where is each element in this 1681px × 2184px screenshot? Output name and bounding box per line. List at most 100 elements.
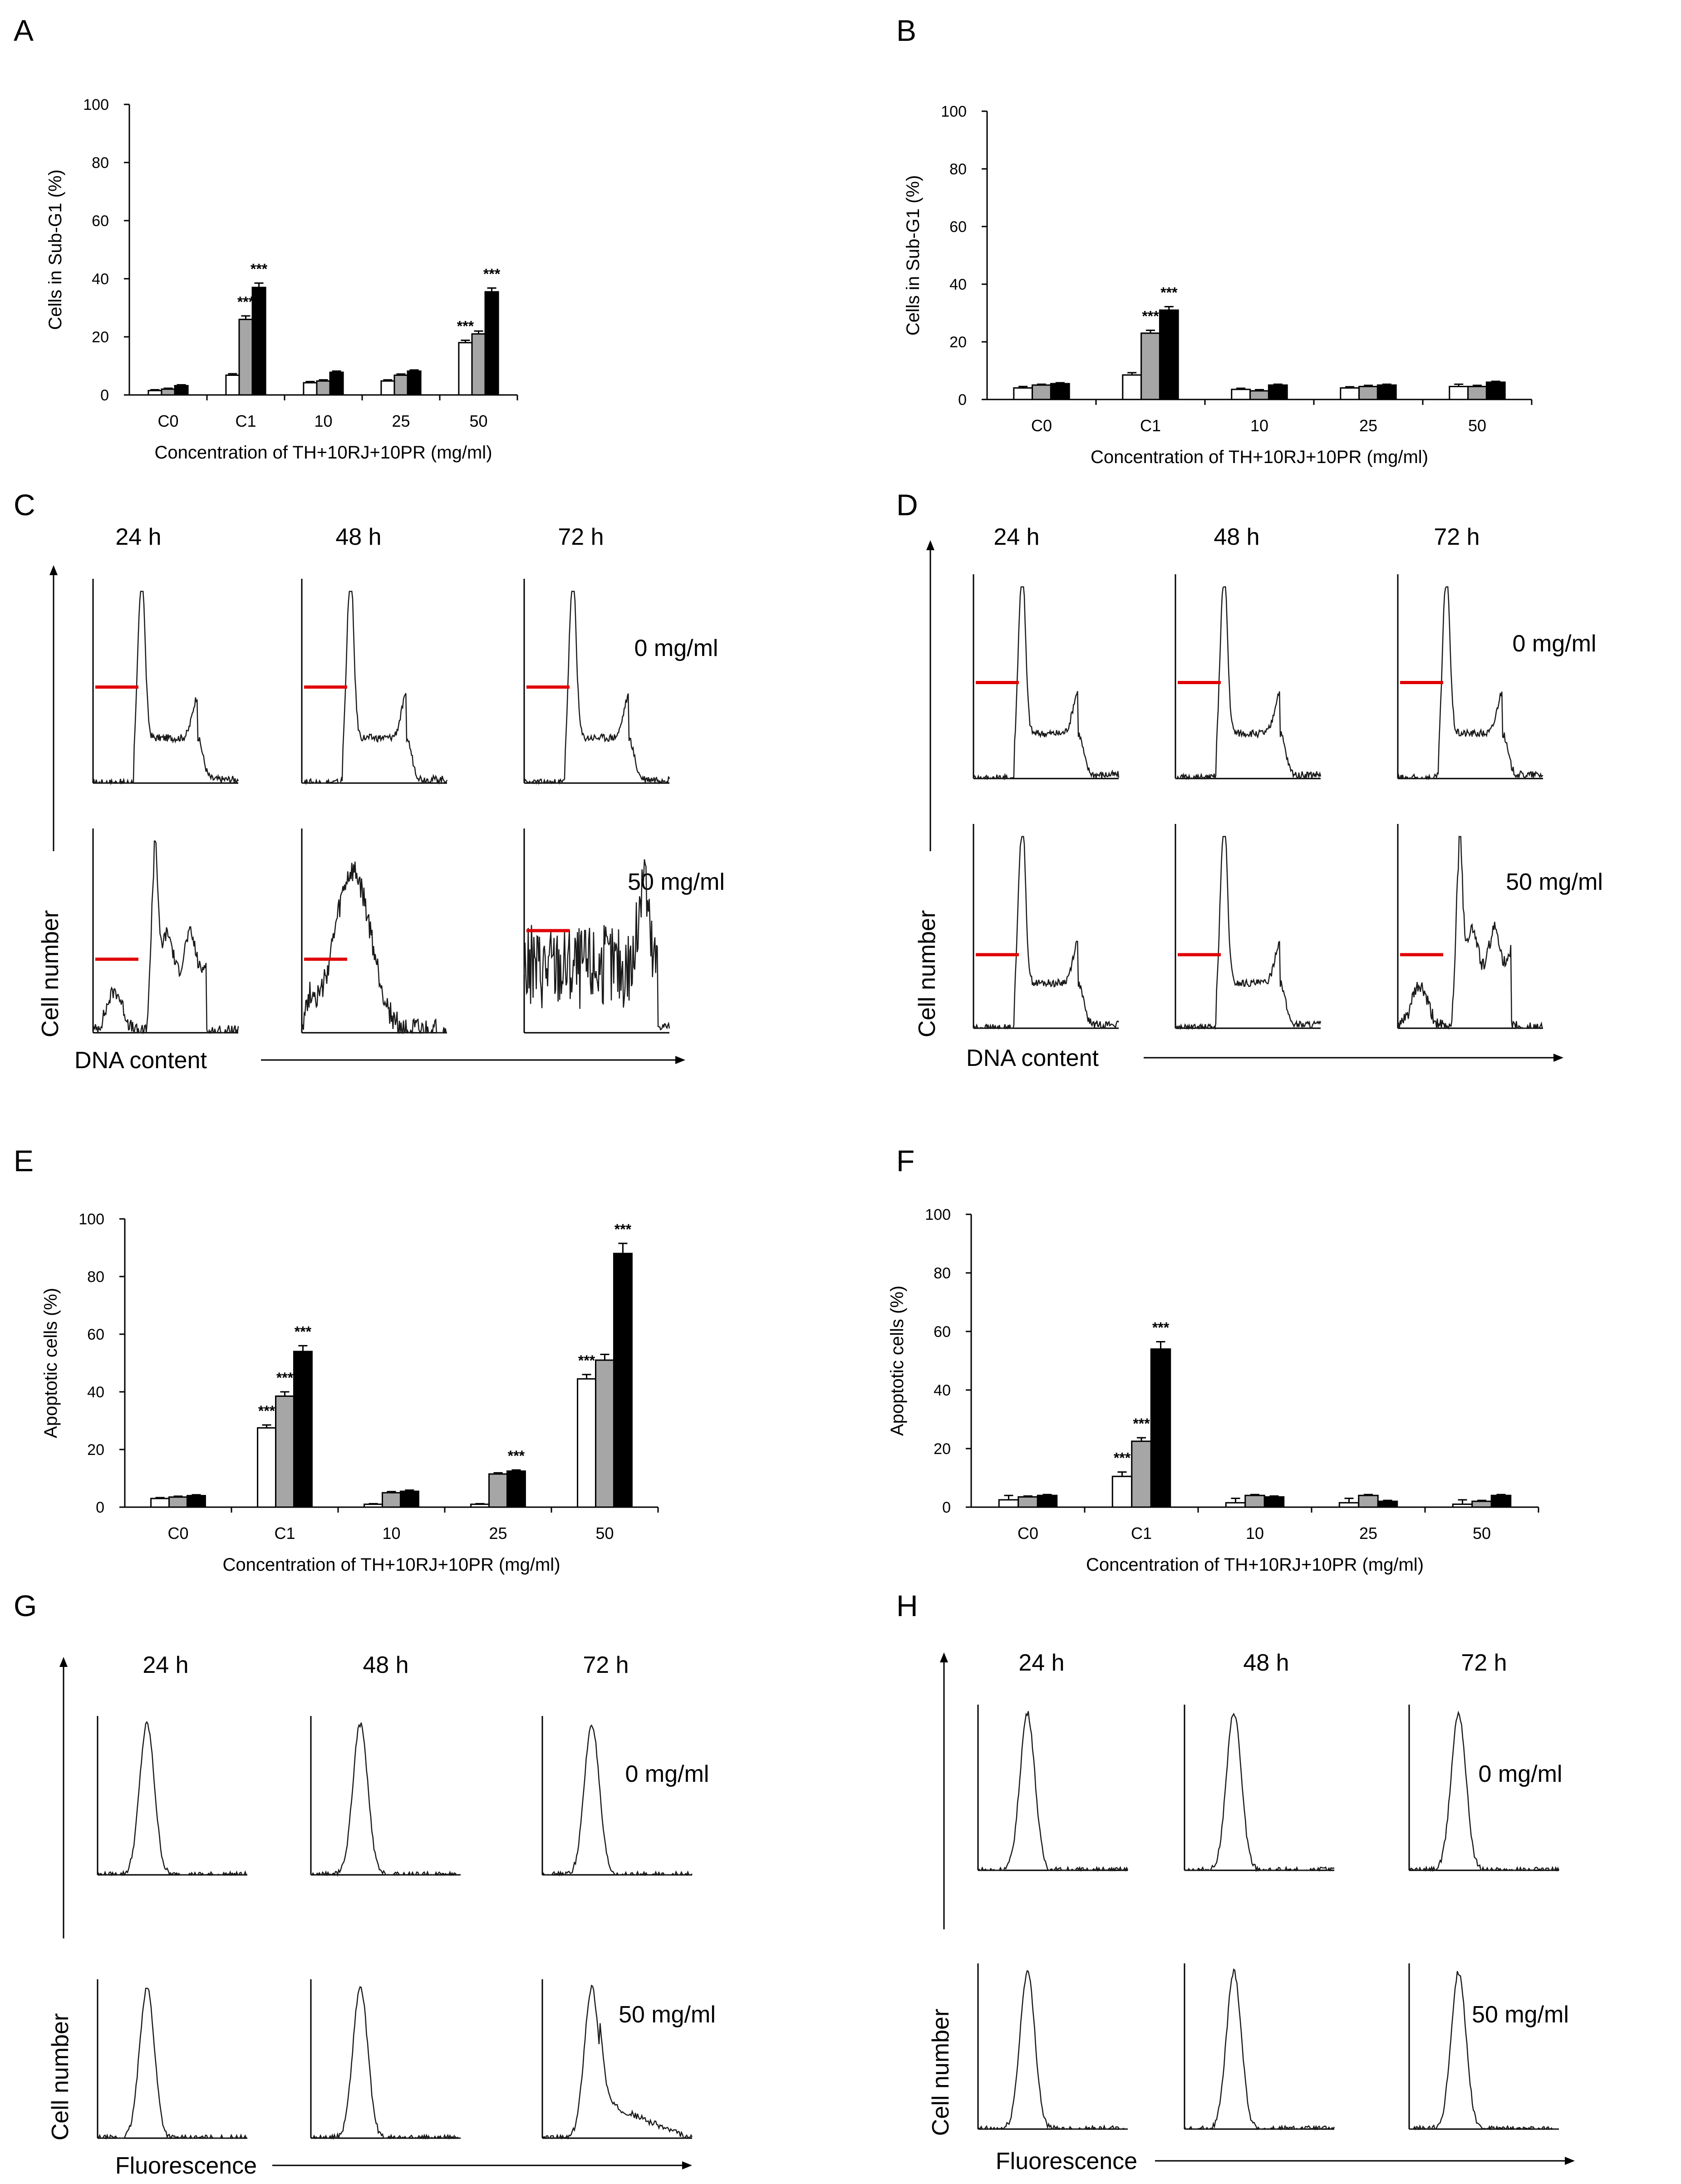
bar-F-24h-10: [1225, 1502, 1246, 1508]
bar-B-24h-C1: [1122, 374, 1142, 400]
histogram-trace: [973, 836, 1119, 1030]
histogram-trace: [1175, 586, 1322, 780]
bar-A-48h-10: [316, 380, 331, 396]
bar-F-48h-C1: [1131, 1440, 1152, 1508]
bar-B-24h-50: [1449, 385, 1469, 400]
bar-E-72h-C1: [293, 1351, 313, 1508]
significance-label: ***: [457, 318, 474, 335]
bar-B-72h-C1: [1159, 309, 1179, 400]
bar-E-72h-50: [613, 1252, 633, 1508]
histogram-G-1-1: [310, 1979, 461, 2140]
dose-label: 0 mg/ml: [1479, 1761, 1563, 1787]
panel-label: A: [14, 14, 34, 47]
bar-B-48h-10: [1249, 390, 1269, 400]
y-tick-label: 80: [87, 1268, 104, 1286]
histogram-trace: [1175, 836, 1322, 1030]
dose-label: 50 mg/ml: [1472, 2002, 1569, 2028]
histogram-trace: [1397, 836, 1543, 1030]
time-label: 72 h: [1461, 1650, 1507, 1676]
panel-label: D: [896, 488, 918, 522]
dose-label: 50 mg/ml: [619, 2002, 716, 2028]
panel-label: H: [896, 1589, 918, 1622]
bar-E-24h-10: [364, 1504, 383, 1508]
bar-F-24h-25: [1338, 1502, 1360, 1508]
chart-B: B 0 20 40 60 80 100 Cells in Sub-G1 (%) C0 C1 10 25…: [896, 14, 1533, 467]
bar-E-24h-50: [577, 1378, 597, 1508]
time-label: 72 h: [583, 1652, 629, 1678]
bar-A-72h-25: [407, 370, 422, 396]
bar-A-24h-50: [458, 342, 473, 396]
histogram-trace: [97, 1721, 248, 1877]
y-tick-label: 80: [934, 1265, 951, 1282]
bar-B-24h-25: [1340, 387, 1360, 400]
histogram-D-0-0: [973, 574, 1120, 781]
bar-A-48h-25: [393, 374, 408, 396]
bar-F-48h-50: [1471, 1500, 1492, 1508]
bar-E-48h-C1: [275, 1395, 295, 1508]
bar-A-72h-50: [484, 291, 499, 396]
y-tick-label: 100: [83, 96, 109, 113]
bar-A-48h-C0: [161, 388, 176, 396]
histogram-trace: [1409, 1971, 1559, 2131]
bar-B-48h-C0: [1032, 384, 1052, 400]
histogram-C-1-0: [92, 828, 239, 1035]
bar-F-48h-C0: [1017, 1496, 1038, 1508]
significance-label: ***: [1152, 1320, 1170, 1336]
time-label: 72 h: [1434, 524, 1479, 550]
histogram-trace: [97, 1987, 248, 2140]
x-tick-label: 25: [489, 1524, 507, 1543]
significance-label: ***: [251, 261, 268, 277]
histogram-trace: [973, 586, 1120, 781]
histogram-H-0-1: [1184, 1705, 1335, 1873]
y-tick-label: 60: [949, 218, 967, 236]
bar-B-72h-25: [1376, 384, 1397, 400]
chart-E: E 0 20 40 60 80 100 Apoptotic cells (%) C0 C1 10 25…: [14, 1144, 659, 1575]
dose-label: 50 mg/ml: [1506, 869, 1603, 895]
x-tick-label: C0: [167, 1524, 188, 1543]
y-tick-label: 60: [92, 212, 109, 230]
x-axis-label: DNA content: [74, 1047, 207, 1074]
x-tick-label: 25: [1359, 1524, 1377, 1543]
bar-F-72h-C0: [1037, 1494, 1058, 1508]
time-label: 24 h: [115, 524, 161, 550]
x-axis-label: Concentration of TH+10RJ+10PR (mg/ml): [1091, 447, 1428, 467]
bar-A-24h-10: [303, 382, 318, 396]
y-tick-label: 100: [925, 1206, 951, 1223]
x-tick-label: 50: [469, 412, 487, 430]
x-axis-label: Concentration of TH+10RJ+10PR (mg/ml): [1086, 1555, 1424, 1575]
bar-E-48h-25: [488, 1473, 508, 1508]
y-tick-label: 80: [92, 154, 109, 172]
histogram-trace: [93, 591, 239, 785]
histogram-panel-G: G 24 h 48 h 72 h 0 mg/ml 50 mg/ml Cell number F…: [14, 1589, 716, 2179]
y-tick-label: 60: [934, 1323, 951, 1341]
bar-A-48h-50: [471, 333, 486, 396]
bar-B-72h-C0: [1050, 383, 1070, 400]
bar-E-24h-25: [470, 1504, 490, 1508]
time-label: 72 h: [558, 524, 604, 550]
histogram-C-0-0: [92, 579, 239, 785]
histogram-trace: [542, 1724, 693, 1877]
x-tick-label: C1: [274, 1524, 295, 1543]
bar-E-48h-10: [382, 1492, 401, 1508]
arrow-head: [59, 1657, 68, 1667]
histogram-D-1-1: [1175, 824, 1322, 1030]
significance-label: ***: [237, 294, 255, 310]
histogram-trace: [1397, 586, 1543, 780]
histogram-D-0-2: [1397, 574, 1543, 780]
histogram-trace: [1409, 1711, 1560, 1872]
bar-F-48h-25: [1358, 1494, 1379, 1508]
time-label: 48 h: [363, 1652, 408, 1678]
significance-label: ***: [1142, 308, 1159, 325]
bar-E-72h-10: [399, 1490, 419, 1508]
x-tick-label: 25: [392, 412, 410, 430]
significance-label: ***: [1114, 1450, 1131, 1466]
arrow-head: [940, 1652, 948, 1662]
bar-B-48h-25: [1358, 385, 1378, 400]
y-axis-label: Cell number: [47, 2013, 74, 2140]
panel-label: E: [14, 1144, 34, 1178]
y-tick-label: 0: [958, 391, 967, 409]
y-tick-label: 100: [79, 1211, 104, 1228]
time-label: 48 h: [1243, 1650, 1289, 1676]
x-tick-label: 10: [382, 1524, 400, 1543]
histogram-D-0-1: [1175, 574, 1322, 780]
